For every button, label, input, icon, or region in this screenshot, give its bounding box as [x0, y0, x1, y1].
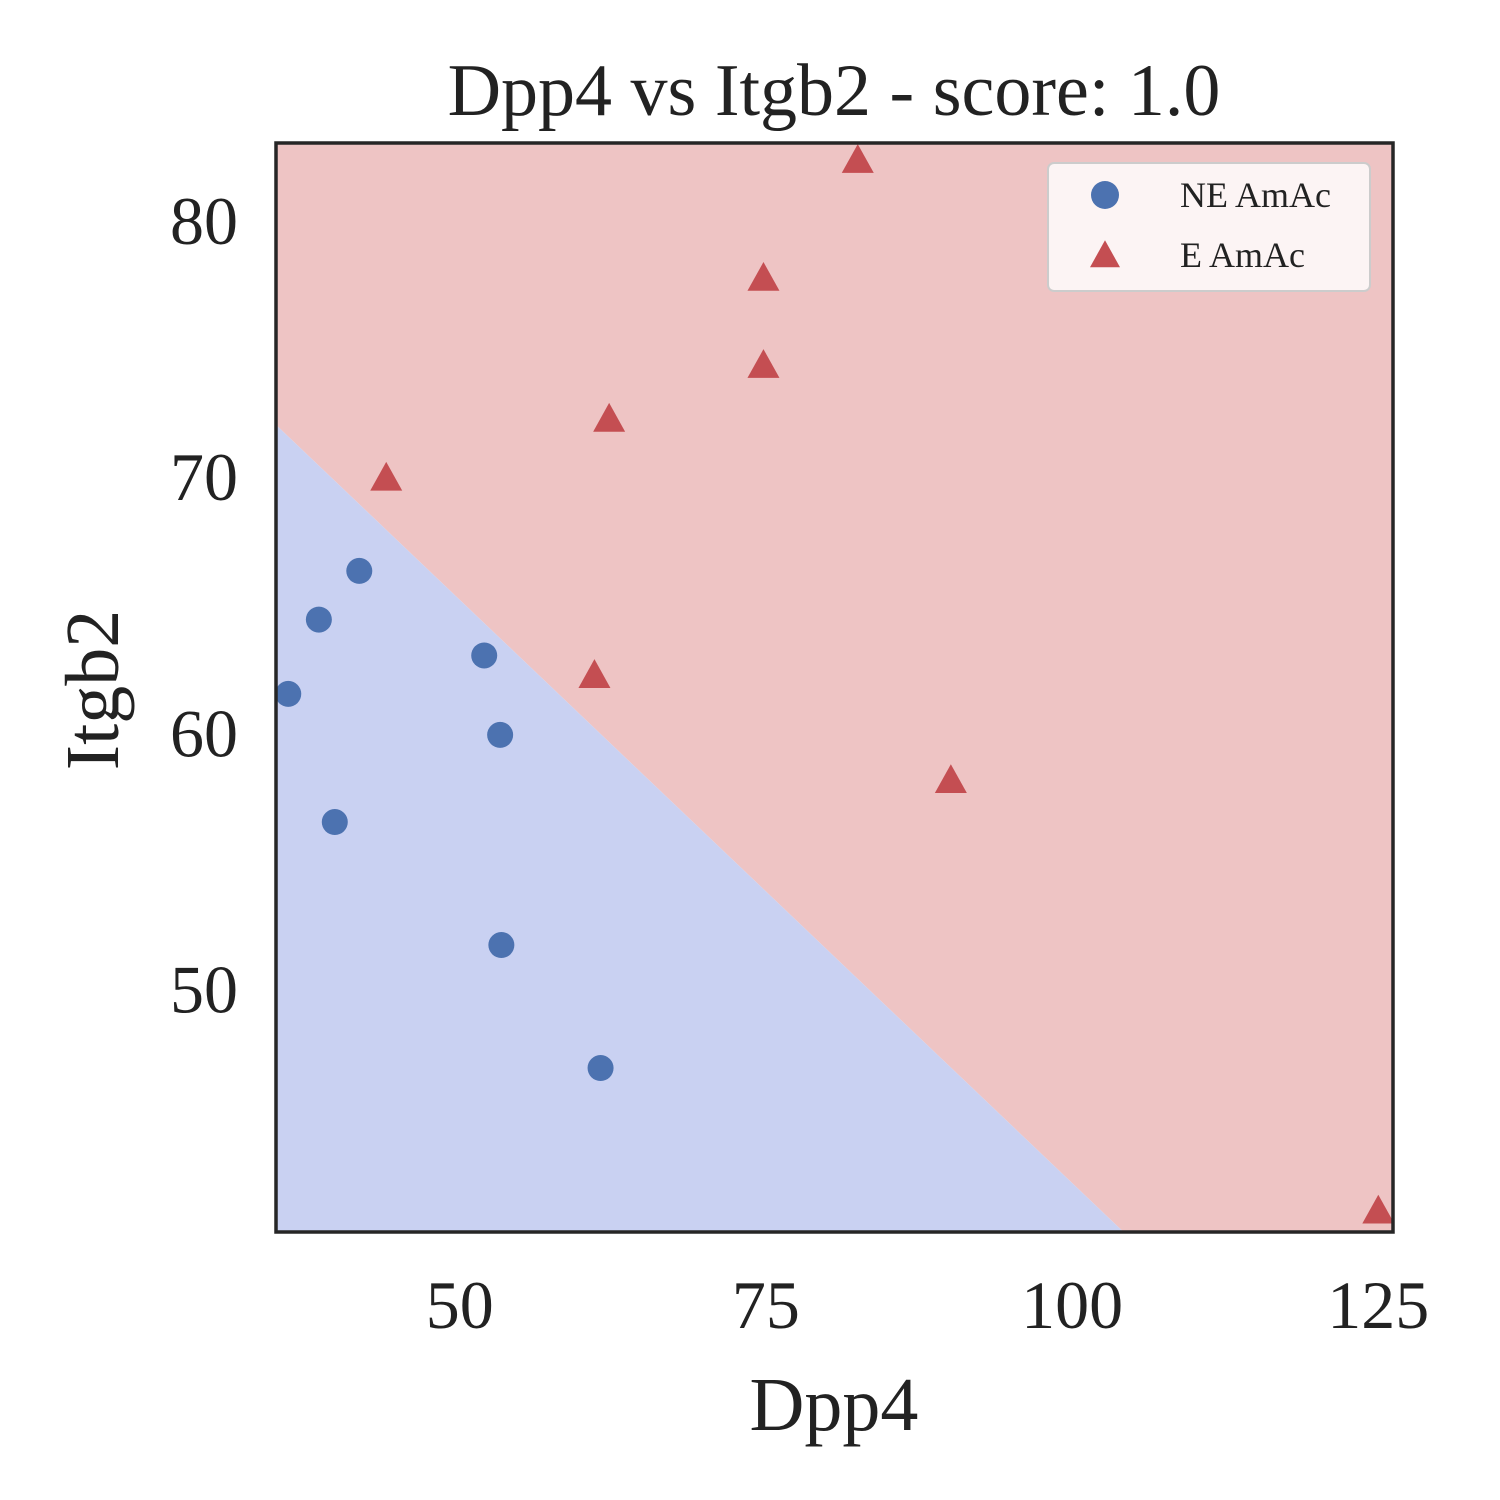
legend-label-e-amac: E AmAc	[1180, 235, 1305, 275]
legend-marker-e-amac	[1090, 240, 1120, 268]
y-tick-labels: 50 60 70 80	[170, 183, 238, 1028]
e-amac-point	[841, 144, 874, 173]
y-tick-label: 70	[170, 439, 238, 515]
ne-amac-point	[305, 606, 332, 633]
x-tick-label: 75	[732, 1267, 800, 1343]
legend: NE AmAc E AmAc	[1047, 162, 1371, 292]
ne-amac-point	[471, 642, 498, 669]
legend-label-ne-amac: NE AmAc	[1180, 175, 1331, 215]
e-amac-point	[747, 349, 780, 378]
ne-amac-point	[276, 680, 302, 707]
ne-amac-point	[346, 557, 373, 584]
data-points	[276, 144, 1393, 1224]
e-amac-point	[578, 659, 611, 688]
plot-frame	[274, 141, 1395, 1234]
ne-amac-point	[321, 809, 348, 836]
chart-title: Dpp4 vs Itgb2 - score: 1.0	[448, 50, 1221, 132]
region-ne-amac	[276, 424, 1124, 1232]
x-tick-label: 100	[1021, 1267, 1123, 1343]
ne-amac-point	[587, 1055, 614, 1082]
y-tick-label: 80	[170, 183, 238, 259]
legend-box	[1047, 162, 1371, 292]
x-axis-label: Dpp4	[750, 1363, 919, 1447]
y-tick-label: 50	[170, 952, 238, 1028]
e-amac-point	[747, 262, 780, 291]
x-tick-label: 125	[1327, 1267, 1429, 1343]
region-e-amac	[276, 143, 1393, 1232]
e-amac-point	[1362, 1194, 1393, 1224]
x-tick-label: 50	[426, 1267, 494, 1343]
e-amac-point	[370, 461, 403, 491]
legend-marker-ne-amac	[1091, 181, 1119, 209]
e-amac-point	[934, 764, 967, 794]
y-axis-label: Itgb2	[51, 610, 135, 770]
ne-amac-point	[488, 932, 515, 959]
e-amac-point	[593, 402, 626, 432]
x-tick-labels: 50 75 100 125	[426, 1267, 1430, 1343]
ne-amac-point	[487, 721, 514, 748]
y-tick-label: 60	[170, 695, 238, 771]
decision-regions	[276, 143, 1393, 1232]
